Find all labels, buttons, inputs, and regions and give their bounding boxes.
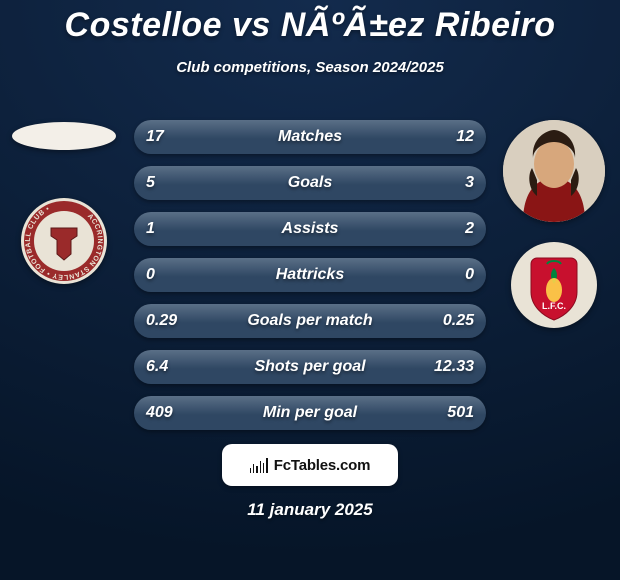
stat-right-value: 12.33: [414, 358, 474, 376]
stat-right-value: 3: [414, 174, 474, 192]
stat-right-value: 12: [414, 128, 474, 146]
stat-right-value: 0: [414, 266, 474, 284]
subtitle: Club competitions, Season 2024/2025: [0, 59, 620, 76]
stat-right-value: 2: [414, 220, 474, 238]
brand-badge: FcTables.com: [222, 444, 398, 486]
stat-row: 17 Matches 12: [134, 120, 486, 154]
player-face-icon: [503, 120, 605, 222]
stat-label: Min per goal: [206, 404, 414, 422]
stat-row: 5 Goals 3: [134, 166, 486, 200]
stat-row: 1 Assists 2: [134, 212, 486, 246]
stat-label: Hattricks: [206, 266, 414, 284]
accrington-crest-icon: ACCRINGTON STANLEY • FOOTBALL CLUB •: [21, 198, 107, 284]
generated-date: 11 january 2025: [247, 500, 372, 520]
stat-label: Goals per match: [206, 312, 414, 330]
stat-label: Matches: [206, 128, 414, 146]
right-club-badge: L.F.C.: [511, 242, 597, 328]
stat-label: Shots per goal: [206, 358, 414, 376]
stat-left-value: 409: [146, 404, 206, 422]
stat-row: 6.4 Shots per goal 12.33: [134, 350, 486, 384]
stat-right-value: 501: [414, 404, 474, 422]
stat-left-value: 5: [146, 174, 206, 192]
comparison-card: Costelloe vs NÃºÃ±ez Ribeiro Club compet…: [0, 0, 620, 580]
liverpool-crest-icon: L.F.C.: [511, 242, 597, 328]
right-player-column: L.F.C.: [498, 120, 610, 328]
stat-left-value: 0.29: [146, 312, 206, 330]
bar-chart-icon: [250, 457, 268, 473]
stat-row: 0 Hattricks 0: [134, 258, 486, 292]
stat-row: 409 Min per goal 501: [134, 396, 486, 430]
left-club-badge: ACCRINGTON STANLEY • FOOTBALL CLUB •: [21, 198, 107, 284]
left-player-column: ACCRINGTON STANLEY • FOOTBALL CLUB •: [8, 120, 120, 284]
brand-text: FcTables.com: [274, 457, 371, 474]
stat-label: Assists: [206, 220, 414, 238]
stat-row: 0.29 Goals per match 0.25: [134, 304, 486, 338]
page-title: Costelloe vs NÃºÃ±ez Ribeiro: [0, 0, 620, 45]
stat-left-value: 17: [146, 128, 206, 146]
stats-table: 17 Matches 12 5 Goals 3 1 Assists 2 0 Ha…: [134, 120, 486, 430]
stat-left-value: 6.4: [146, 358, 206, 376]
svg-text:L.F.C.: L.F.C.: [542, 301, 566, 311]
stat-left-value: 0: [146, 266, 206, 284]
stat-label: Goals: [206, 174, 414, 192]
stat-left-value: 1: [146, 220, 206, 238]
stat-right-value: 0.25: [414, 312, 474, 330]
left-player-photo-placeholder: [12, 122, 116, 150]
right-player-photo: [503, 120, 605, 222]
